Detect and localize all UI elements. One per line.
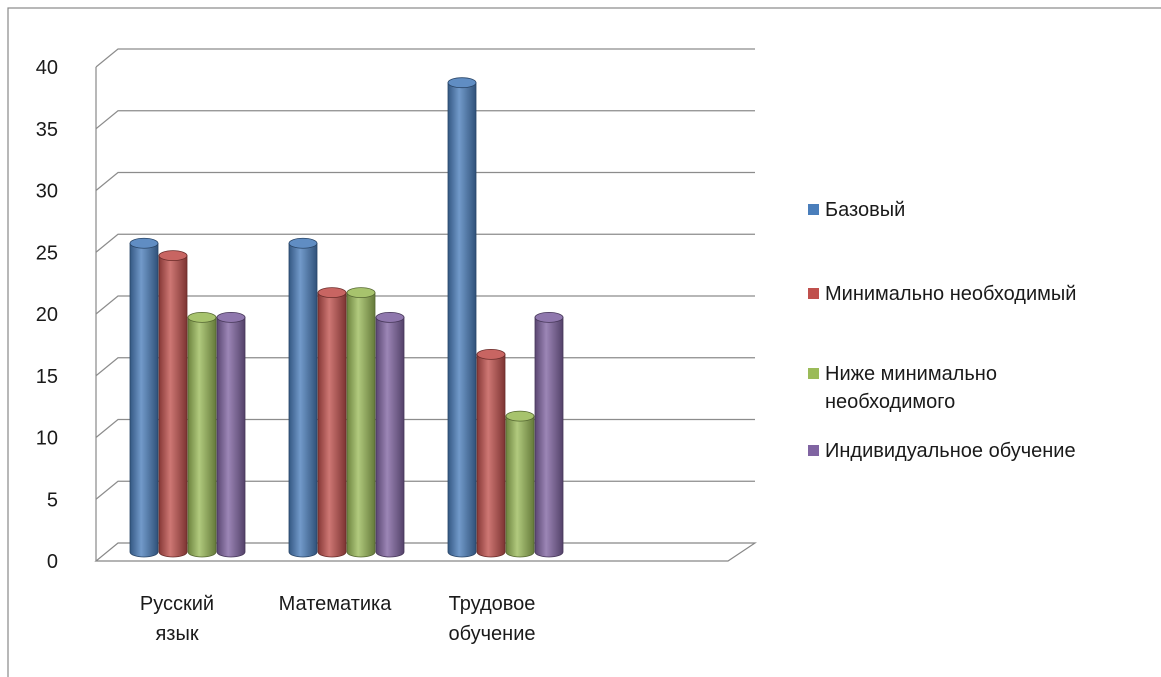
y-tick-label: 40 bbox=[36, 57, 58, 79]
x-tick-label: Русский язык bbox=[140, 593, 214, 645]
bar bbox=[346, 287, 376, 558]
bar bbox=[534, 311, 564, 558]
legend-swatch bbox=[808, 288, 819, 299]
bar bbox=[447, 77, 477, 558]
y-tick-label: 30 bbox=[36, 181, 58, 203]
legend-label: Ниже минимально необходимого bbox=[825, 363, 997, 413]
legend-item-nizhe-minimalno: Ниже минимально необходимого bbox=[808, 360, 1095, 416]
chart-border bbox=[7, 7, 1161, 677]
legend-label: Минимально необходимый bbox=[825, 283, 1077, 305]
legend-swatch bbox=[808, 204, 819, 215]
y-axis-ticks: 0 5 10 15 20 25 30 35 40 bbox=[36, 57, 58, 573]
x-tick-label: Трудовое обучение bbox=[448, 593, 535, 645]
bar bbox=[505, 410, 535, 558]
y-tick-label: 10 bbox=[36, 428, 58, 450]
bar bbox=[375, 311, 405, 558]
bar bbox=[216, 311, 246, 558]
floor bbox=[94, 542, 757, 562]
gridline bbox=[95, 48, 755, 68]
bar bbox=[476, 348, 506, 558]
gridline bbox=[95, 233, 755, 253]
y-tick-label: 20 bbox=[36, 304, 58, 326]
y-tick-label: 5 bbox=[47, 489, 58, 511]
bar bbox=[129, 237, 159, 558]
gridline bbox=[95, 295, 755, 315]
legend-label: Базовый bbox=[825, 199, 906, 221]
x-axis-ticks: Русский язык Математика Трудовое обучение bbox=[140, 593, 536, 645]
gridline bbox=[95, 171, 755, 191]
legend-item-bazovyi: Базовый bbox=[808, 196, 905, 224]
y-tick-label: 15 bbox=[36, 366, 58, 388]
x-tick-label: Математика bbox=[279, 593, 393, 615]
y-tick-label: 25 bbox=[36, 242, 58, 264]
legend-swatch bbox=[808, 445, 819, 456]
legend-label: Индивидуальное обучение bbox=[825, 440, 1076, 462]
legend-item-individualnoe-obuchenie: Индивидуальное обучение bbox=[808, 437, 1076, 465]
bar bbox=[158, 250, 188, 558]
gridline bbox=[95, 110, 755, 130]
bars bbox=[129, 77, 564, 558]
bar bbox=[288, 237, 318, 558]
y-tick-label: 35 bbox=[36, 119, 58, 141]
y-tick-label: 0 bbox=[47, 551, 58, 573]
bar bbox=[187, 311, 217, 558]
legend-item-minimalno-neobkhodimyi: Минимально необходимый bbox=[808, 280, 1076, 308]
bar bbox=[317, 287, 347, 558]
legend-swatch bbox=[808, 368, 819, 379]
